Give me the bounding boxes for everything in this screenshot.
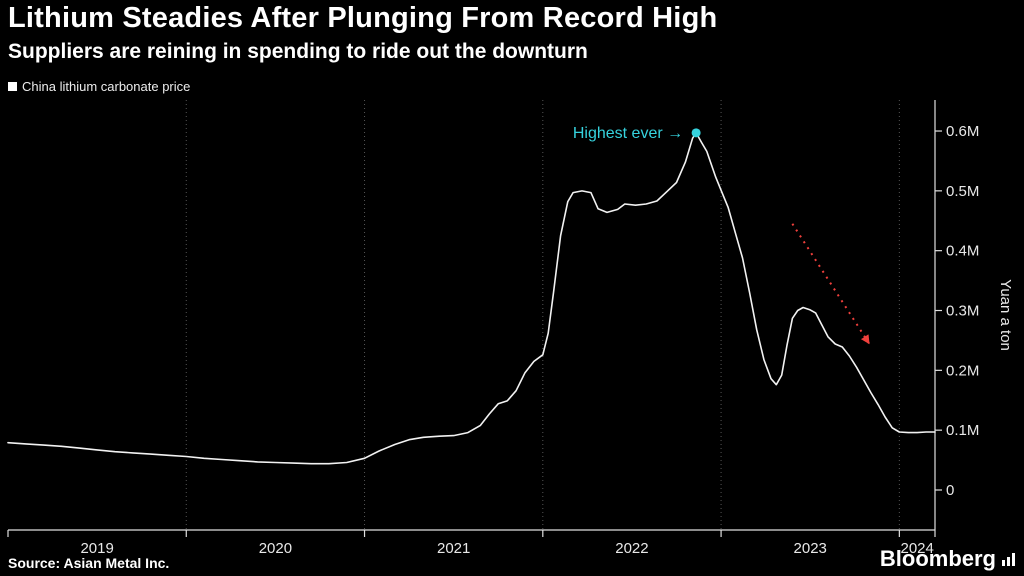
bar-chart-icon — [1002, 552, 1015, 566]
y-axis-tick-label: 0.3M — [946, 303, 979, 320]
y-axis-tick-label: 0.5M — [946, 183, 979, 200]
y-axis-unit-label: Yuan a ton — [997, 279, 1014, 351]
legend-label: China lithium carbonate price — [22, 79, 191, 94]
x-axis-tick-label: 2021 — [437, 540, 470, 557]
x-axis-tick-label: 2022 — [615, 540, 648, 557]
y-axis-tick-label: 0.2M — [946, 362, 979, 379]
legend: China lithium carbonate price — [8, 79, 190, 94]
y-axis-tick-label: 0.6M — [946, 123, 979, 140]
downtrend-arrow — [791, 223, 870, 345]
bloomberg-wordmark: Bloomberg — [879, 546, 996, 571]
peak-annotation-label: Highest ever → — [573, 125, 683, 142]
y-axis-tick-label: 0.4M — [946, 243, 979, 260]
source-attribution: Source: Asian Metal Inc. — [8, 555, 170, 571]
x-axis-tick-label: 2023 — [794, 540, 827, 557]
legend-marker-square — [8, 82, 17, 91]
y-axis-tick-label: 0 — [946, 482, 954, 499]
bloomberg-logo: Bloomberg — [880, 546, 1016, 572]
x-axis-tick-label: 2020 — [259, 540, 292, 557]
chart-subtitle: Suppliers are reining in spending to rid… — [8, 40, 588, 63]
y-axis-tick-label: 0.1M — [946, 422, 979, 439]
x-axis-tick-label: 2024 — [900, 540, 933, 557]
peak-dot — [691, 128, 701, 138]
price-line — [7, 132, 936, 465]
x-axis-tick-label: 2019 — [80, 540, 113, 557]
chart-title: Lithium Steadies After Plunging From Rec… — [8, 2, 718, 34]
